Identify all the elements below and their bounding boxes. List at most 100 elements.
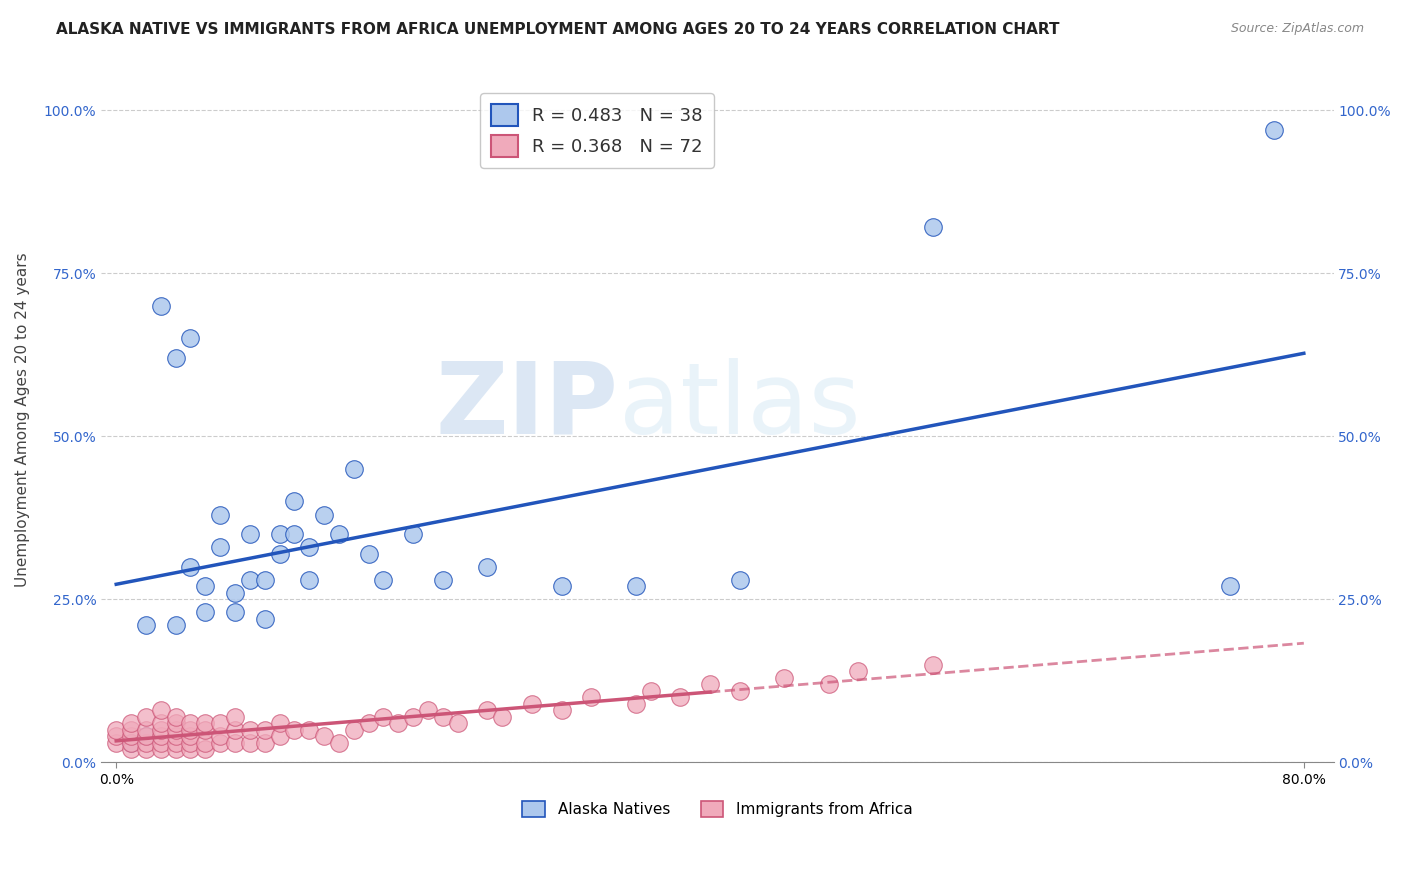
Point bbox=[194, 723, 217, 737]
Point bbox=[149, 716, 172, 731]
Point bbox=[209, 508, 232, 522]
Point bbox=[179, 331, 201, 345]
Point bbox=[120, 736, 142, 750]
Point bbox=[120, 716, 142, 731]
Point bbox=[135, 723, 157, 737]
Point bbox=[669, 690, 692, 705]
Point bbox=[373, 710, 395, 724]
Point bbox=[921, 657, 943, 672]
Point bbox=[343, 723, 366, 737]
Point bbox=[149, 736, 172, 750]
Point bbox=[149, 703, 172, 717]
Point bbox=[135, 618, 157, 632]
Point bbox=[848, 664, 870, 678]
Point bbox=[105, 736, 128, 750]
Point bbox=[165, 729, 187, 743]
Point bbox=[269, 729, 291, 743]
Legend: Alaska Natives, Immigrants from Africa: Alaska Natives, Immigrants from Africa bbox=[516, 795, 918, 823]
Point bbox=[224, 586, 246, 600]
Point bbox=[239, 723, 262, 737]
Point bbox=[179, 742, 201, 756]
Point bbox=[269, 527, 291, 541]
Point bbox=[581, 690, 603, 705]
Point bbox=[179, 559, 201, 574]
Point bbox=[224, 736, 246, 750]
Point bbox=[312, 729, 335, 743]
Point bbox=[328, 736, 350, 750]
Point bbox=[624, 579, 647, 593]
Point bbox=[194, 716, 217, 731]
Point bbox=[477, 559, 499, 574]
Point bbox=[239, 527, 262, 541]
Point bbox=[640, 683, 662, 698]
Point bbox=[194, 742, 217, 756]
Point bbox=[179, 729, 201, 743]
Point bbox=[239, 573, 262, 587]
Point bbox=[165, 710, 187, 724]
Text: atlas: atlas bbox=[619, 358, 860, 455]
Point bbox=[239, 736, 262, 750]
Point bbox=[773, 671, 796, 685]
Point bbox=[135, 729, 157, 743]
Point bbox=[165, 618, 187, 632]
Point bbox=[817, 677, 839, 691]
Point bbox=[343, 462, 366, 476]
Point bbox=[550, 579, 572, 593]
Point bbox=[416, 703, 439, 717]
Point bbox=[402, 527, 425, 541]
Point bbox=[312, 508, 335, 522]
Text: ZIP: ZIP bbox=[436, 358, 619, 455]
Point bbox=[357, 547, 380, 561]
Point bbox=[728, 683, 751, 698]
Point bbox=[224, 723, 246, 737]
Point bbox=[120, 729, 142, 743]
Point bbox=[149, 723, 172, 737]
Point bbox=[209, 716, 232, 731]
Point bbox=[105, 723, 128, 737]
Point bbox=[209, 540, 232, 554]
Point bbox=[432, 710, 454, 724]
Point bbox=[298, 573, 321, 587]
Point bbox=[179, 716, 201, 731]
Point bbox=[194, 579, 217, 593]
Point bbox=[253, 612, 276, 626]
Point bbox=[120, 742, 142, 756]
Point bbox=[520, 697, 543, 711]
Point bbox=[209, 729, 232, 743]
Point bbox=[283, 723, 305, 737]
Point bbox=[269, 716, 291, 731]
Point bbox=[135, 729, 157, 743]
Point bbox=[357, 716, 380, 731]
Point bbox=[1219, 579, 1241, 593]
Point bbox=[165, 351, 187, 365]
Point bbox=[149, 299, 172, 313]
Point bbox=[135, 742, 157, 756]
Point bbox=[179, 723, 201, 737]
Point bbox=[165, 716, 187, 731]
Y-axis label: Unemployment Among Ages 20 to 24 years: Unemployment Among Ages 20 to 24 years bbox=[15, 252, 30, 587]
Point bbox=[135, 736, 157, 750]
Point bbox=[550, 703, 572, 717]
Point bbox=[194, 736, 217, 750]
Point bbox=[402, 710, 425, 724]
Point bbox=[224, 606, 246, 620]
Point bbox=[298, 723, 321, 737]
Point bbox=[624, 697, 647, 711]
Point bbox=[1263, 122, 1285, 136]
Point bbox=[105, 729, 128, 743]
Point bbox=[283, 494, 305, 508]
Point bbox=[373, 573, 395, 587]
Text: ALASKA NATIVE VS IMMIGRANTS FROM AFRICA UNEMPLOYMENT AMONG AGES 20 TO 24 YEARS C: ALASKA NATIVE VS IMMIGRANTS FROM AFRICA … bbox=[56, 22, 1060, 37]
Point bbox=[253, 723, 276, 737]
Point bbox=[921, 220, 943, 235]
Point bbox=[269, 547, 291, 561]
Text: Source: ZipAtlas.com: Source: ZipAtlas.com bbox=[1230, 22, 1364, 36]
Point bbox=[699, 677, 721, 691]
Point bbox=[165, 742, 187, 756]
Point bbox=[149, 742, 172, 756]
Point bbox=[447, 716, 470, 731]
Point bbox=[491, 710, 513, 724]
Point bbox=[387, 716, 409, 731]
Point bbox=[120, 736, 142, 750]
Point bbox=[728, 573, 751, 587]
